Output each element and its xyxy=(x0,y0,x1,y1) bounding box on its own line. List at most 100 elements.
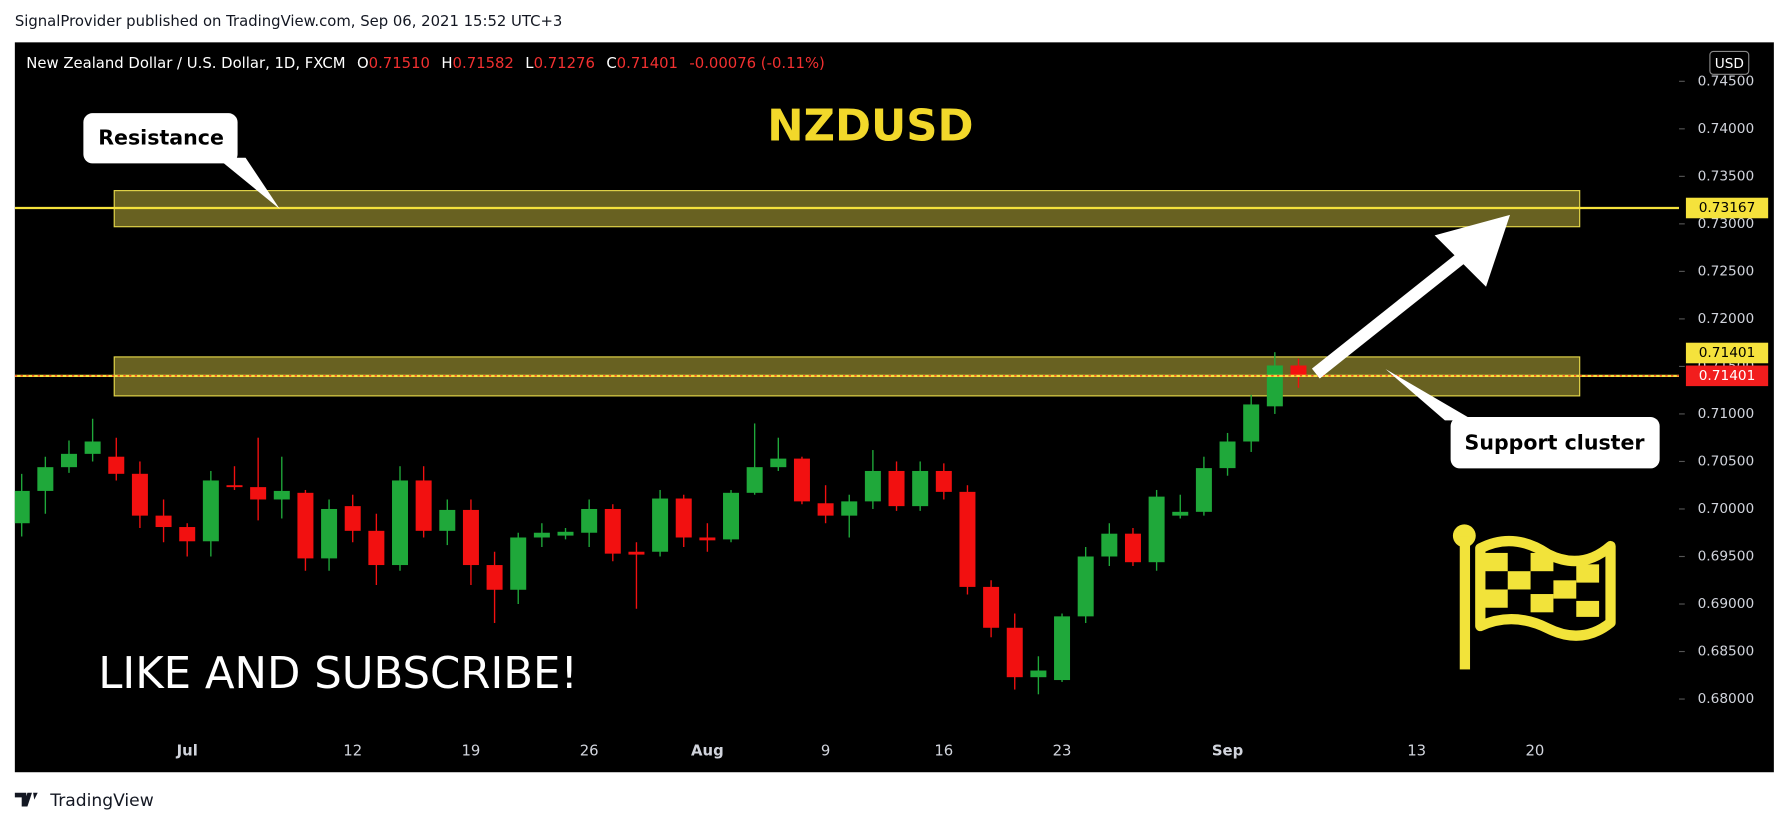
candle-body xyxy=(770,458,787,468)
chart-panel xyxy=(14,42,1774,773)
candle-body xyxy=(723,492,740,540)
y-tick-label: 0.69000 xyxy=(1698,596,1755,612)
candle-body xyxy=(983,586,1000,628)
candle-body xyxy=(60,453,77,468)
candle-body xyxy=(628,551,645,555)
price-label-box xyxy=(1685,342,1769,364)
chart-title: NZDUSD xyxy=(767,102,973,152)
c-value: 0.71401 xyxy=(617,55,678,72)
resistance-label: Resistance xyxy=(98,125,224,149)
candle-body xyxy=(37,467,54,491)
o-label: O xyxy=(357,55,369,72)
x-tick-label: 20 xyxy=(1525,743,1544,760)
candle-body xyxy=(604,508,621,554)
footer-logo xyxy=(14,792,38,807)
x-tick-label: Aug xyxy=(691,743,724,760)
overlay: New Zealand Dollar / U.S. Dollar, 1D, FX… xyxy=(26,50,1750,699)
price-label-box xyxy=(1685,197,1769,219)
callout-box xyxy=(1450,416,1660,469)
candle-body xyxy=(321,508,338,559)
candle-body xyxy=(557,531,574,536)
y-tick-label: 0.70500 xyxy=(1698,453,1755,469)
candle-body xyxy=(14,490,30,524)
candle-body xyxy=(746,467,763,493)
callout-box xyxy=(83,113,238,164)
cta-text: LIKE AND SUBSCRIBE! xyxy=(98,649,578,699)
candle-body xyxy=(1148,496,1165,563)
h-value: 0.71582 xyxy=(453,55,514,72)
symbol: New Zealand Dollar / U.S. Dollar, 1D, FX… xyxy=(26,55,345,72)
y-tick-label: 0.68000 xyxy=(1698,691,1755,707)
candle-body xyxy=(155,515,172,528)
candle-body xyxy=(439,509,456,531)
y-tick-label: 0.70000 xyxy=(1698,501,1755,517)
x-tick-label: 9 xyxy=(821,743,830,760)
candle-body xyxy=(935,470,952,492)
candle-body xyxy=(841,501,858,516)
x-tick-label: 12 xyxy=(343,743,362,760)
candle-body xyxy=(1172,511,1189,516)
candle-body xyxy=(462,509,479,566)
price-label-box xyxy=(1685,365,1769,387)
publish-header: SignalProvider published on TradingView.… xyxy=(15,13,562,30)
candle-body xyxy=(1290,365,1307,376)
candle-body xyxy=(581,508,598,533)
arrow-shaft xyxy=(1311,248,1471,379)
change: -0.00076 (-0.11%) xyxy=(689,55,824,72)
currency-label: USD xyxy=(1715,56,1744,72)
candle-body xyxy=(131,473,148,516)
y-tick-label: 0.72500 xyxy=(1698,263,1755,279)
candle-body xyxy=(1266,365,1283,407)
price-axis: 0.68000 0.68500 0.69000 0.69500 0.70000 0.705… xyxy=(1679,73,1769,707)
support-label: Support cluster xyxy=(1465,430,1646,454)
candle-body xyxy=(912,470,929,507)
y-tick-label: 0.74500 xyxy=(1698,73,1755,89)
c-label: C xyxy=(606,55,616,72)
flag-icon xyxy=(1452,524,1616,670)
candle-body xyxy=(368,530,385,566)
x-tick-label: 26 xyxy=(580,743,599,760)
candle-body xyxy=(864,470,881,502)
x-tick-label: Jul xyxy=(176,743,198,760)
candle-body xyxy=(108,456,125,474)
symbol-legend: New Zealand Dollar / U.S. Dollar, 1D, FX… xyxy=(26,55,825,72)
candle-body xyxy=(179,527,196,542)
x-tick-label: 13 xyxy=(1407,743,1426,760)
price-label: 0.71401 xyxy=(1699,368,1756,384)
arrow-head xyxy=(1434,214,1511,287)
x-tick-label: 19 xyxy=(461,743,480,760)
candle-body xyxy=(250,487,267,500)
candle-body xyxy=(533,532,550,538)
y-tick-label: 0.68500 xyxy=(1698,644,1755,660)
l-label: L xyxy=(525,55,534,72)
candle-body xyxy=(817,503,834,516)
candle-body xyxy=(415,480,432,531)
candle-body xyxy=(1243,404,1260,442)
candle-body xyxy=(486,565,503,590)
candle-body xyxy=(392,480,409,566)
y-tick-label: 0.73000 xyxy=(1698,216,1755,232)
y-tick-label: 0.73500 xyxy=(1698,168,1755,184)
candle-body xyxy=(1219,441,1236,469)
y-tick-label: 0.69500 xyxy=(1698,548,1755,564)
candle-body xyxy=(1006,627,1023,678)
candle-body xyxy=(699,537,716,541)
y-tick-label: 0.72000 xyxy=(1698,311,1755,327)
price-label: 0.73167 xyxy=(1699,200,1756,216)
candle-body xyxy=(959,491,976,587)
callout-pointer xyxy=(1385,369,1474,421)
candle-body xyxy=(1195,468,1212,512)
candle-body xyxy=(510,537,527,590)
candle-body xyxy=(344,506,361,531)
currency-box xyxy=(1709,50,1750,75)
y-tick-label: 0.74000 xyxy=(1698,121,1755,137)
candle-body xyxy=(888,470,905,507)
candle-body xyxy=(675,498,692,538)
price-label: 0.71401 xyxy=(1699,345,1756,361)
candle-body xyxy=(1077,556,1094,617)
candle-body xyxy=(226,485,243,488)
candle-body xyxy=(652,498,669,552)
footer-text: TradingView xyxy=(49,791,153,811)
